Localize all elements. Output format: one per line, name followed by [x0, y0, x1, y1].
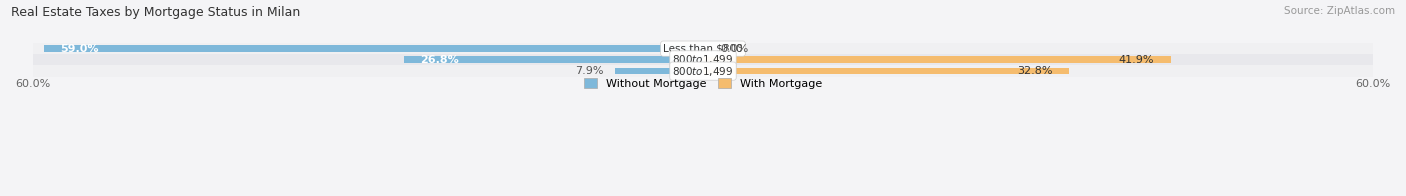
Text: 0.0%: 0.0% [720, 44, 748, 54]
Text: $800 to $1,499: $800 to $1,499 [672, 53, 734, 66]
Text: Less than $800: Less than $800 [664, 44, 742, 54]
Text: Source: ZipAtlas.com: Source: ZipAtlas.com [1284, 6, 1395, 16]
Bar [404, 56, 703, 63]
Text: 32.8%: 32.8% [1017, 66, 1053, 76]
Bar [703, 56, 1171, 63]
Text: 59.0%: 59.0% [60, 44, 98, 54]
Bar [32, 65, 1374, 77]
Bar [32, 43, 1374, 54]
Text: Real Estate Taxes by Mortgage Status in Milan: Real Estate Taxes by Mortgage Status in … [11, 6, 301, 19]
Legend: Without Mortgage, With Mortgage: Without Mortgage, With Mortgage [579, 74, 827, 93]
Bar [44, 45, 703, 52]
Bar [703, 68, 1070, 74]
Text: $800 to $1,499: $800 to $1,499 [672, 65, 734, 78]
Bar [614, 68, 703, 74]
Text: 26.8%: 26.8% [420, 55, 460, 65]
Text: 41.9%: 41.9% [1119, 55, 1154, 65]
Text: 7.9%: 7.9% [575, 66, 603, 76]
Bar [32, 54, 1374, 65]
